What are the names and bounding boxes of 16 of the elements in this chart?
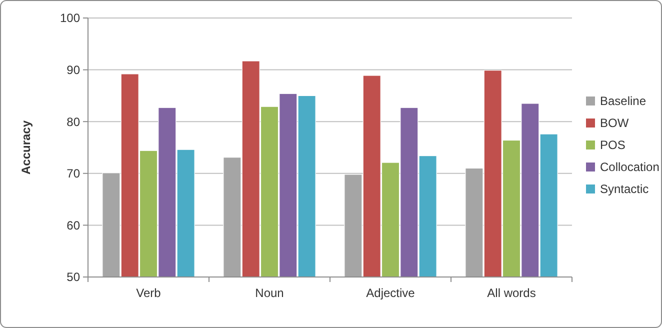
x-tick-label: Verb [136,286,162,300]
y-tick-label: 50 [66,270,80,284]
legend-label: POS [600,138,626,152]
y-tick-label: 100 [60,11,80,26]
x-tick-label: Noun [255,286,284,300]
legend-label: BOW [600,116,630,130]
x-tick-label: All words [487,286,536,300]
legend-label: Baseline [600,94,646,108]
y-tick-label: 70 [66,166,80,181]
y-tick-label: 90 [66,63,80,77]
y-tick-label: 60 [66,218,80,232]
y-axis-title: Accuracy [19,120,33,175]
y-tick-label: 80 [66,114,80,129]
legend-label: Collocation [600,160,660,174]
legend-label: Syntactic [600,182,649,196]
x-tick-label: Adjective [366,286,416,300]
